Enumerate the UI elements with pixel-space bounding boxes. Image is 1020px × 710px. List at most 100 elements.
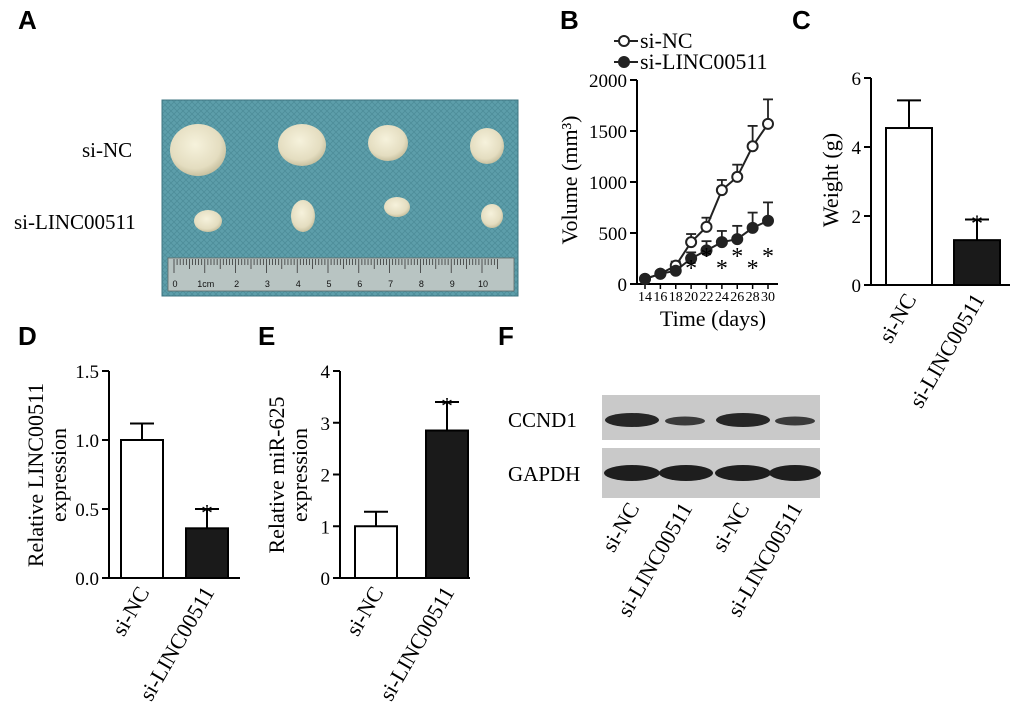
y-axis-title-line-1: Relative miR-625 <box>264 396 289 553</box>
significance-marker: * <box>701 244 713 270</box>
x-tick-label: 20 <box>684 290 698 305</box>
data-point-si-nc <box>762 117 774 130</box>
y-tick-label: 3 <box>321 414 331 435</box>
band-label-gapdh: GAPDH <box>508 462 580 486</box>
ruler-number: 10 <box>478 279 488 289</box>
tumor-nc-4 <box>470 128 504 164</box>
lane-label-3: si-NC <box>706 498 754 556</box>
y-tick-label: 6 <box>852 69 862 90</box>
band-gapdh-lane-4 <box>769 465 821 481</box>
ruler-number: 1cm <box>197 279 214 289</box>
y-tick-label: 2 <box>321 466 331 487</box>
tumor-linc-4 <box>481 204 503 228</box>
ruler-number: 4 <box>296 279 301 289</box>
linc00511-expression-chart: Relative LINC00511 expression 0.0 0.5 1.0 1… <box>23 362 240 705</box>
x-category-label: si-NC <box>873 289 921 347</box>
data-point-si-linc00511 <box>715 236 728 249</box>
significance-marker: * <box>747 256 759 282</box>
tumor-nc-3 <box>368 125 408 161</box>
band-ccnd1-lane-2 <box>665 416 705 426</box>
tumor-linc-3 <box>384 197 410 217</box>
bar-si-nc <box>120 439 164 579</box>
y-axis-title: Volume (mm³) <box>557 115 582 244</box>
legend-marker-nc <box>618 35 630 47</box>
ruler-number: 7 <box>388 279 393 289</box>
y-tick-label: 1.5 <box>75 362 99 383</box>
lane-label-1: si-NC <box>596 498 644 556</box>
tumor-nc-1 <box>170 124 226 176</box>
western-blot: CCND1 GAPDH si-NC si-LINC00511 si-NC si-… <box>508 395 821 621</box>
x-axis-title: Time (days) <box>660 306 766 331</box>
tumor-volume-chart: si-NC si-LINC00511 Volume (mm³) Time (da… <box>557 28 778 331</box>
x-category-label: si-LINC00511 <box>374 582 459 705</box>
x-tick-label: 16 <box>653 290 667 305</box>
data-point-si-linc00511 <box>639 272 651 285</box>
significance-marker: * <box>762 244 774 270</box>
ruler-ticks <box>173 259 498 273</box>
y-axis-title: Weight (g) <box>818 133 843 227</box>
mir625-expression-chart: Relative miR-625 expression 0 1 2 3 4 si-NC * s… <box>264 362 470 705</box>
y-tick-label: 0 <box>852 276 862 297</box>
y-tick-label: 0.5 <box>75 500 99 521</box>
panel-letter-e: E <box>258 321 275 351</box>
x-tick-label: 30 <box>761 290 775 305</box>
ruler-number: 5 <box>326 279 331 289</box>
ruler-number: 8 <box>419 279 424 289</box>
band-label-ccnd1: CCND1 <box>508 408 577 432</box>
band-gapdh-lane-2 <box>659 465 713 481</box>
x-tick-label: 14 <box>638 290 652 305</box>
x-tick-label: 24 <box>715 290 729 305</box>
y-tick-label: 4 <box>852 138 862 159</box>
significance-marker: * <box>971 211 983 237</box>
x-tick-label: 26 <box>730 290 744 305</box>
bar-si-nc <box>885 127 933 286</box>
significance-marker: * <box>731 244 743 270</box>
band-gapdh-lane-1 <box>604 465 660 481</box>
ruler-number: 9 <box>450 279 455 289</box>
tumor-nc-2 <box>278 124 326 166</box>
data-point-si-linc00511 <box>669 264 682 277</box>
data-point-si-linc00511 <box>700 244 713 257</box>
data-point-si-linc00511 <box>762 214 774 227</box>
y-tick-label: 0.0 <box>75 569 99 590</box>
x-tick-label: 28 <box>746 290 760 305</box>
tumor-linc-2 <box>291 200 315 232</box>
y-tick-label: 1000 <box>589 173 627 194</box>
tumor-linc-1 <box>194 210 222 232</box>
ruler-numbers: 0 1cm 2 3 4 5 6 7 8 9 10 <box>172 279 488 289</box>
significance-marker: * <box>441 394 453 420</box>
x-tick-label: 22 <box>700 290 714 305</box>
y-axis-title-line-2: expression <box>46 428 71 522</box>
significance-marker: * <box>685 256 697 282</box>
band-gapdh-lane-3 <box>715 465 771 481</box>
ruler <box>167 257 515 292</box>
significance-marker: * <box>201 501 213 527</box>
bar-si-nc <box>354 525 398 579</box>
data-point-si-linc00511 <box>685 252 698 265</box>
panel-letter-b: B <box>560 5 579 35</box>
legend: si-NC si-LINC00511 <box>614 28 768 74</box>
y-tick-label: 1500 <box>589 122 627 143</box>
ruler-number: 2 <box>234 279 239 289</box>
ruler-number: 0 <box>172 279 177 289</box>
y-tick-label: 4 <box>321 362 331 383</box>
y-tick-label: 0 <box>618 275 628 296</box>
bar-si-linc00511 <box>953 239 1001 286</box>
y-tick-label: 1 <box>321 517 331 538</box>
band-ccnd1-lane-4 <box>775 416 815 426</box>
data-point-si-nc <box>715 184 728 197</box>
data-point-si-nc <box>685 236 698 249</box>
y-tick-label: 1.0 <box>75 431 99 452</box>
ruler-number: 3 <box>265 279 270 289</box>
y-tick-label: 0 <box>321 569 331 590</box>
significance-marker: * <box>716 256 728 282</box>
x-category-label: si-NC <box>106 582 154 640</box>
legend-label-linc: si-LINC00511 <box>640 49 768 74</box>
legend-marker-linc <box>618 56 630 68</box>
tumor-photo: 0 1cm 2 3 4 5 6 7 8 9 10 <box>161 99 519 297</box>
y-axis-title-line-1: Relative LINC00511 <box>23 383 48 567</box>
data-point-si-linc00511 <box>654 267 667 280</box>
x-category-label: si-NC <box>340 582 388 640</box>
